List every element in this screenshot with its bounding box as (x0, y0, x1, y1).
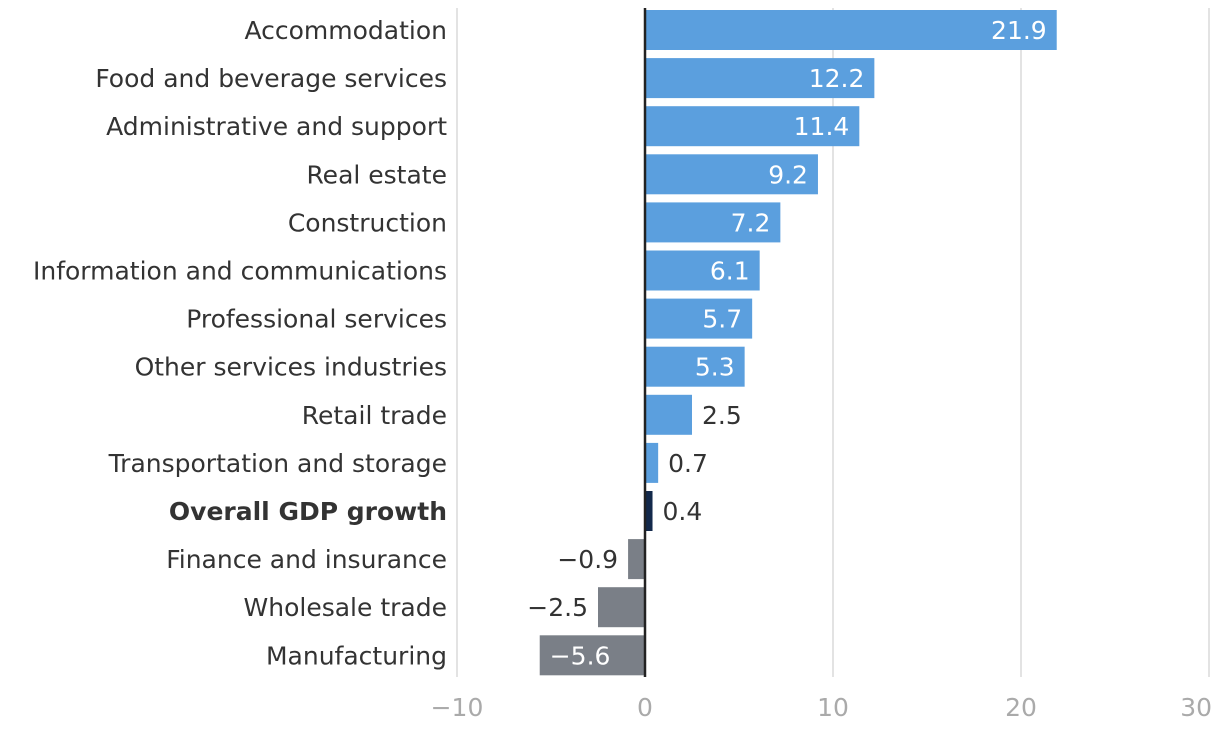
value-label: 21.9 (991, 16, 1047, 45)
value-label: −5.6 (550, 641, 611, 670)
value-label: 7.2 (731, 208, 771, 237)
value-label: −2.5 (527, 593, 588, 622)
category-label: Construction (288, 208, 447, 237)
category-label: Transportation and storage (108, 449, 447, 478)
category-label: Administrative and support (106, 112, 447, 141)
category-label: Other services industries (135, 353, 447, 382)
category-label: Finance and insurance (166, 545, 447, 574)
bar (645, 202, 781, 243)
x-axis: −10 0 10 20 30 (431, 693, 1212, 722)
bar-layer (539, 10, 1057, 676)
category-label: Accommodation (244, 16, 447, 45)
value-label: 5.3 (695, 353, 735, 382)
value-label: 5.7 (702, 305, 742, 334)
bar (598, 587, 645, 628)
bar (645, 442, 659, 483)
category-label: Retail trade (302, 401, 447, 430)
category-label: Professional services (186, 305, 447, 334)
label-layer: Accommodation 21.9 Food and beverage servi… (33, 16, 1047, 670)
bar (628, 539, 645, 580)
bar (645, 58, 875, 99)
bar (645, 10, 1057, 50)
value-label: 9.2 (768, 160, 808, 189)
bar (645, 491, 653, 531)
value-label: 0.4 (663, 497, 703, 526)
category-label: Wholesale trade (244, 593, 447, 622)
category-label: Information and communications (33, 257, 447, 286)
category-label: Manufacturing (266, 641, 447, 670)
bar (645, 106, 860, 147)
bar (645, 346, 745, 387)
category-label: Real estate (306, 160, 447, 189)
x-tick-label: 30 (1180, 693, 1212, 722)
value-label: 2.5 (702, 401, 742, 430)
bar (645, 250, 760, 291)
value-label: 12.2 (809, 64, 865, 93)
bar (645, 298, 753, 339)
category-label: Food and beverage services (95, 64, 447, 93)
x-tick-label: 20 (1005, 693, 1037, 722)
value-label: 6.1 (710, 257, 750, 286)
x-tick-label: 10 (817, 693, 849, 722)
x-tick-label: 0 (637, 693, 653, 722)
category-label: Overall GDP growth (169, 497, 447, 526)
bar (645, 394, 692, 435)
bar (539, 635, 645, 676)
x-tick-label: −10 (431, 693, 484, 722)
value-label: 0.7 (668, 449, 708, 478)
value-label: −0.9 (557, 545, 618, 574)
bar (645, 154, 818, 195)
value-label: 11.4 (794, 112, 850, 141)
